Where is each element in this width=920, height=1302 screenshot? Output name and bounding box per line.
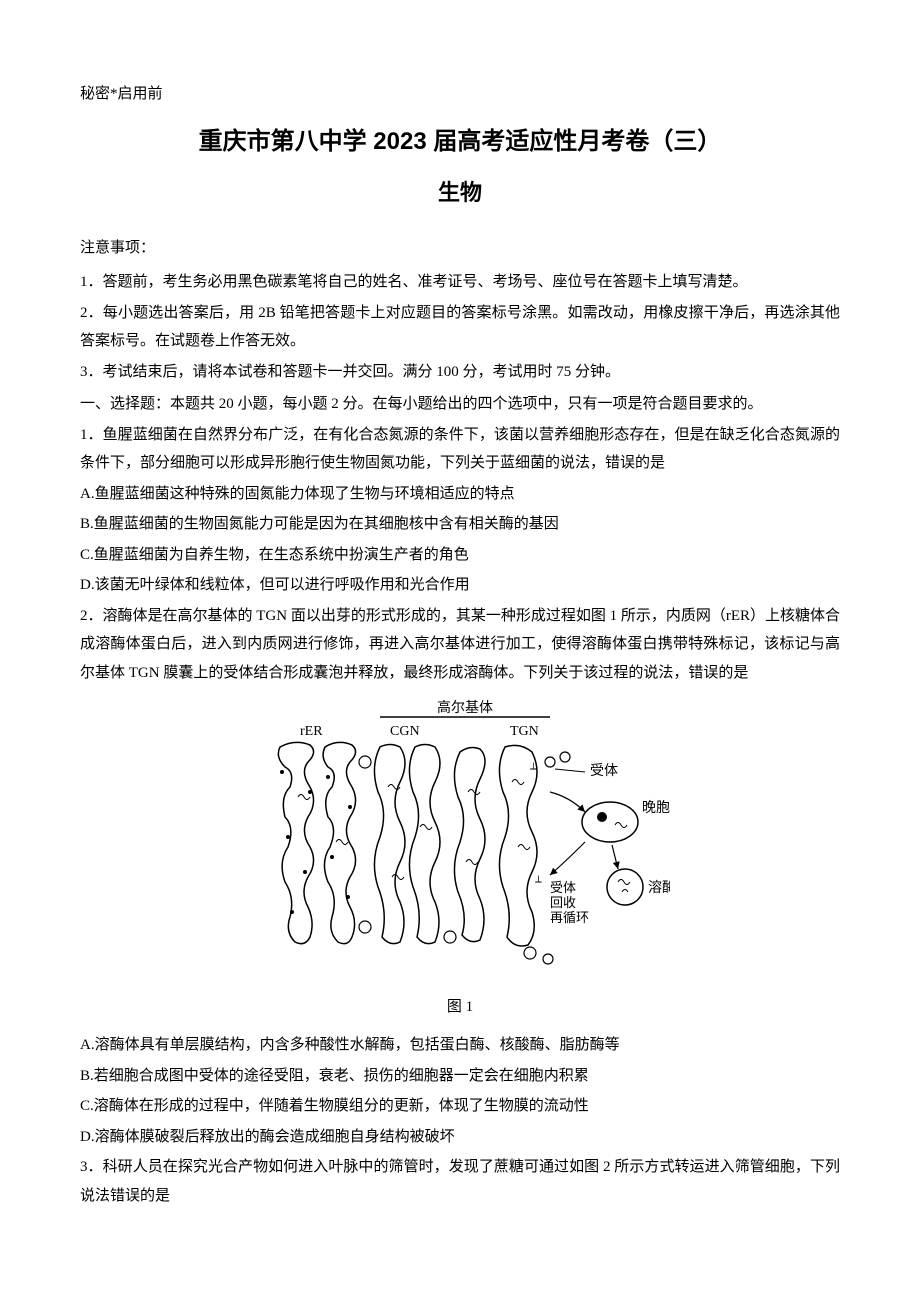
rER-label: rER [300,724,323,739]
notice-item-1: 1．答题前，考生务必用黑色碳素笔将自己的姓名、准考证号、考场号、座位号在答题卡上… [80,268,840,297]
q1-option-d: D.该菌无叶绿体和线粒体，但可以进行呼吸作用和光合作用 [80,571,840,600]
mid-cisterna [454,748,485,942]
title-sub: 生物 [80,172,840,214]
figure1-caption: 图 1 [80,993,840,1022]
q2-stem: 2．溶酶体是在高尔基体的 TGN 面以出芽的形式形成的，其某一种形成过程如图 1… [80,602,840,688]
late-endosome [582,802,638,842]
section1-heading: 一、选择题：本题共 20 小题，每小题 2 分。在每小题给出的四个选项中，只有一… [80,390,840,419]
notice-item-2: 2．每小题选出答案后，用 2B 铅笔把答题卡上对应题目的答案标号涂黑。如需改动，… [80,299,840,356]
golgi-diagram: 高尔基体 rER CGN T [250,697,670,977]
recycle-label3: 再循环 [550,910,589,925]
lysosome [607,869,643,905]
q1-option-a: A.鱼腥蓝细菌这种特殊的固氮能力体现了生物与环境相适应的特点 [80,480,840,509]
q1-option-c: C.鱼腥蓝细菌为自养生物，在生态系统中扮演生产者的角色 [80,541,840,570]
CGN-shape2 [409,745,440,944]
CGN-shape [374,745,405,944]
q1-stem: 1．鱼腥蓝细菌在自然界分布广泛，在有化合态氮源的条件下，该菌以营养细胞形态存在，… [80,421,840,478]
q2-option-b: B.若细胞合成图中受体的途径受阻，衰老、损伤的细胞器一定会在细胞内积累 [80,1062,840,1091]
q2-figure: 高尔基体 rER CGN T [80,697,840,1021]
q1-option-b: B.鱼腥蓝细菌的生物固氮能力可能是因为在其细胞核中含有相关酶的基因 [80,510,840,539]
rER-shape2 [323,743,355,944]
late-endosome-label: 晚胞内体 [642,800,670,816]
receptor-label: 受体 [590,763,618,779]
q2-option-c: C.溶酶体在形成的过程中，伴随着生物膜组分的更新，体现了生物膜的流动性 [80,1092,840,1121]
TGN-shape [499,746,537,947]
CGN-label: CGN [390,724,420,739]
TGN-label: TGN [510,724,539,739]
header-mark: 秘密*启用前 [80,80,840,109]
q3-stem: 3．科研人员在探究光合产物如何进入叶脉中的筛管时，发现了蔗糖可通过如图 2 所示… [80,1153,840,1210]
svg-text:⟂: ⟂ [535,874,542,885]
top-label: 高尔基体 [437,699,493,716]
notice-item-3: 3．考试结束后，请将本试卷和答题卡一并交回。满分 100 分，考试用时 75 分… [80,358,840,387]
recycle-label2: 回收 [550,895,576,910]
notice-heading: 注意事项： [80,234,840,263]
q2-option-d: D.溶酶体膜破裂后释放出的酶会造成细胞自身结构被破坏 [80,1123,840,1152]
q2-option-a: A.溶酶体具有单层膜结构，内含多种酸性水解酶，包括蛋白酶、核酸酶、脂肪酶等 [80,1031,840,1060]
title-main: 重庆市第八中学 2023 届高考适应性月考卷（三） [80,119,840,165]
svg-text:⟂: ⟂ [530,761,537,772]
recycle-label1: 受体 [550,880,576,895]
lysosome-label: 溶酶体 [648,880,670,896]
